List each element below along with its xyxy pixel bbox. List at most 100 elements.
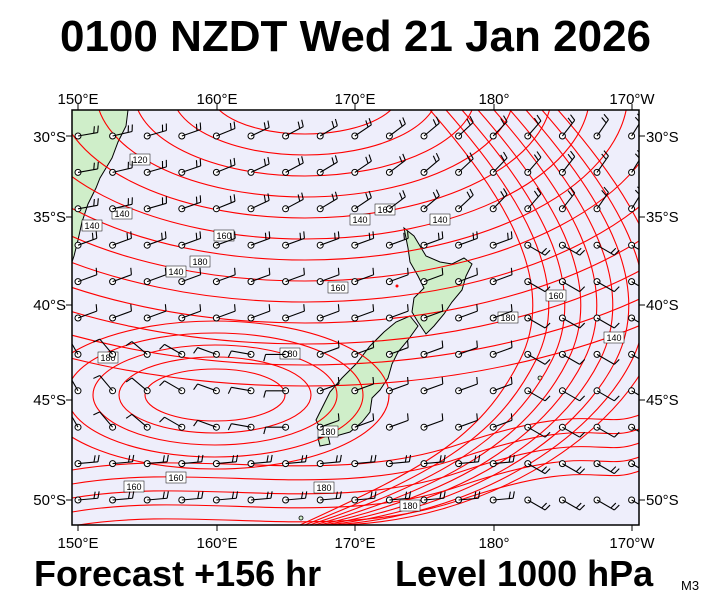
wind-barb: [125, 341, 151, 358]
wind-barb: [316, 491, 342, 504]
wind-barb: [74, 231, 98, 249]
wind-barb: [524, 387, 551, 402]
wind-barb: [159, 416, 186, 431]
svg-text:140: 140: [432, 215, 447, 225]
svg-text:140: 140: [606, 333, 621, 343]
isobar-line: [98, 110, 512, 198]
wind-barb: [316, 118, 338, 140]
isobar-line: [299, 110, 534, 525]
svg-text:180: 180: [316, 483, 331, 493]
wind-barb: [193, 383, 220, 395]
wind-barb: [74, 267, 98, 286]
wind-barb: [212, 267, 236, 286]
wind-barb: [593, 186, 609, 213]
wind-barb: [420, 491, 446, 504]
svg-text:160: 160: [377, 205, 392, 215]
wind-barb: [351, 154, 372, 176]
isobar-line: [72, 162, 639, 282]
wind-barb: [524, 241, 551, 256]
wind-barb: [247, 304, 271, 322]
contour-label: 160: [327, 281, 349, 294]
wind-barb: [351, 454, 377, 468]
wind-barb: [524, 460, 551, 475]
wind-barb: [351, 413, 375, 431]
wind-barb: [385, 304, 409, 322]
wind-barb: [489, 491, 515, 504]
wind-barb: [159, 343, 186, 358]
wind-barb: [593, 423, 620, 438]
wind-barb: [385, 267, 409, 286]
wind-barb: [524, 423, 551, 438]
isobar-line: [72, 206, 639, 303]
contour-label: 160: [374, 203, 396, 216]
wind-barb: [489, 231, 513, 249]
wind-barb: [282, 304, 305, 322]
wind-barb: [93, 374, 117, 395]
wind-barb: [178, 491, 204, 504]
wind-barb: [263, 387, 290, 398]
pressure-level-label: Level 1000 hPa: [395, 553, 654, 594]
isobar-line: [72, 442, 639, 499]
contour-label: 140: [81, 219, 103, 232]
svg-text:140: 140: [114, 209, 129, 219]
wind-barb: [193, 347, 220, 358]
contour-label: 180: [97, 351, 119, 364]
isobar-line: [333, 110, 639, 525]
wind-barb: [558, 460, 586, 475]
wind-barb: [558, 314, 586, 329]
isobar-line: [328, 110, 630, 525]
wind-barb: [420, 340, 444, 358]
wind-barb: [178, 231, 202, 249]
contour-label: 140: [349, 213, 371, 226]
wind-barb: [125, 377, 151, 395]
wind-barb: [143, 454, 169, 468]
contour-label: 160: [123, 480, 145, 493]
wind-barb: [593, 278, 620, 293]
isobar-line: [72, 110, 589, 240]
wind-barb: [455, 491, 481, 504]
svg-text:160: 160: [168, 473, 183, 483]
wind-barb: [143, 267, 167, 286]
wind-barb: [524, 278, 551, 293]
wind-barb: [143, 196, 167, 213]
contour-label: 140: [429, 213, 451, 226]
contour-label: 140: [165, 265, 187, 278]
wind-barb: [316, 231, 340, 249]
wind-barb: [628, 423, 639, 433]
svg-text:180: 180: [500, 313, 515, 323]
wind-barb: [72, 415, 82, 431]
wind-barb: [489, 115, 508, 140]
wind-barb: [489, 188, 508, 213]
lon-label-bottom: 170°W: [609, 535, 655, 552]
isobar-line: [72, 332, 364, 458]
svg-text:180: 180: [100, 353, 115, 363]
lat-label-right: 35°S: [646, 209, 679, 226]
wind-barb: [420, 267, 444, 286]
wind-barb: [593, 350, 620, 365]
isobar-line: [338, 110, 639, 525]
wind-barb: [316, 267, 340, 286]
wind-barb: [628, 278, 639, 287]
wind-barb: [193, 419, 220, 431]
wind-barb: [628, 149, 639, 176]
wind-barb: [247, 267, 271, 286]
wind-barb: [351, 231, 375, 249]
wind-barb: [212, 194, 236, 213]
wind-barb: [74, 454, 100, 468]
contour-label: 160: [545, 289, 567, 302]
svg-text:120: 120: [132, 155, 147, 165]
isobar-line: [72, 270, 639, 345]
wind-barb: [385, 340, 409, 358]
isobar-line: [144, 368, 286, 422]
wind-barb: [628, 314, 639, 323]
wind-barb: [351, 491, 377, 504]
wind-barb: [74, 125, 99, 140]
wind-barb: [628, 387, 639, 396]
wind-barb: [247, 193, 270, 213]
lon-label-top: 150°E: [57, 91, 98, 108]
wind-barb: [74, 304, 98, 322]
isobar-line: [304, 110, 550, 525]
wind-barb: [558, 150, 576, 176]
wind-barb: [420, 116, 440, 140]
wind-barb: [524, 350, 551, 365]
